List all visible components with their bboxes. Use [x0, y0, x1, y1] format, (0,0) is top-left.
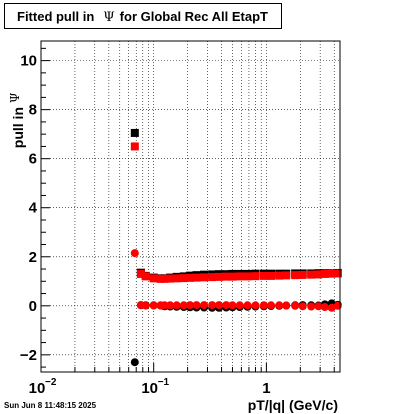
- data-point-circle: [172, 301, 181, 310]
- data-point-square: [275, 271, 284, 280]
- data-point-square: [130, 142, 139, 151]
- data-point-circle: [130, 249, 139, 258]
- data-point-circle: [160, 301, 169, 310]
- data-point-square: [298, 270, 307, 279]
- data-point-square: [228, 272, 237, 281]
- grid-lines: [40, 41, 340, 372]
- data-point-circle: [275, 301, 284, 310]
- x-axis-title: pT/|q| (GeV/c): [248, 397, 338, 413]
- timestamp: Sun Jun 8 11:48:15 2025: [4, 401, 97, 410]
- x-tick-label: 10: [29, 380, 46, 397]
- chart-title-psi-symbol: Ψ: [103, 10, 115, 25]
- x-tick-label: 10: [141, 380, 158, 397]
- y-tick-label: 0: [29, 298, 37, 315]
- chart-title-prefix: Fitted pull in: [17, 9, 95, 24]
- data-point-square: [208, 273, 217, 282]
- y-tick-label: −2: [20, 347, 37, 364]
- data-point-circle: [307, 302, 316, 311]
- data-point-square: [333, 269, 342, 278]
- data-point-square: [251, 272, 260, 281]
- data-point-circle: [314, 302, 323, 311]
- data-point-square: [282, 271, 291, 280]
- data-point-circle: [192, 301, 201, 310]
- y-tick-label: 10: [20, 53, 37, 70]
- data-point-square: [327, 269, 336, 278]
- data-point-square: [166, 274, 175, 283]
- data-point-circle: [141, 301, 150, 310]
- data-point-circle: [243, 301, 252, 310]
- data-point-square: [172, 274, 181, 283]
- data-point-circle: [235, 301, 244, 310]
- data-point-square: [156, 274, 165, 283]
- x-tick-label: 1: [262, 380, 270, 397]
- plot-border: [40, 40, 341, 373]
- data-point-square: [186, 273, 195, 282]
- data-point-square: [243, 272, 252, 281]
- data-point-circle: [149, 301, 158, 310]
- data-point-square: [149, 274, 158, 283]
- data-point-square: [235, 272, 244, 281]
- data-markers: [130, 128, 342, 367]
- data-point-square: [320, 269, 329, 278]
- x-tick-label-exponent: −2: [45, 377, 57, 388]
- data-point-circle: [222, 301, 231, 310]
- data-point-circle: [282, 301, 291, 310]
- data-point-circle: [259, 301, 268, 310]
- data-point-square: [136, 269, 145, 278]
- y-axis-title: pull in Ψ: [8, 92, 26, 148]
- data-point-square: [215, 272, 224, 281]
- plot-frame: [41, 41, 340, 372]
- data-point-square: [160, 274, 169, 283]
- data-point-circle: [179, 301, 188, 310]
- data-point-circle: [320, 303, 329, 312]
- data-point-circle: [208, 301, 217, 310]
- y-tick-label: 8: [29, 102, 37, 119]
- data-point-circle: [267, 301, 276, 310]
- data-point-circle: [251, 301, 260, 310]
- data-point-square: [314, 270, 323, 279]
- data-point-square: [267, 271, 276, 280]
- data-point-circle: [291, 301, 300, 310]
- y-tick-label: 6: [29, 151, 37, 168]
- data-point-circle: [215, 301, 224, 310]
- data-point-circle: [333, 301, 342, 310]
- data-point-square: [222, 272, 231, 281]
- data-point-circle: [186, 301, 195, 310]
- data-point-square: [259, 271, 268, 280]
- data-point-square: [200, 273, 209, 282]
- data-point-circle: [327, 303, 336, 312]
- data-point-circle: [228, 301, 237, 310]
- y-axis-title-text: pull in: [10, 107, 26, 148]
- chart-title-suffix: for Global Rec All EtapT: [119, 9, 268, 24]
- data-point-square: [179, 274, 188, 283]
- y-axis-title-psi: Ψ: [8, 92, 22, 103]
- y-tick-label: 4: [29, 200, 38, 217]
- axis-ticks: [40, 47, 335, 372]
- data-point-circle: [166, 301, 175, 310]
- data-point-square: [291, 271, 300, 280]
- data-point-square: [130, 128, 139, 137]
- data-point-circle: [298, 302, 307, 311]
- x-tick-label-exponent: −1: [158, 377, 170, 388]
- data-point-square: [141, 272, 150, 281]
- data-point-square: [192, 273, 201, 282]
- y-tick-label: 2: [29, 249, 37, 266]
- data-point-circle: [200, 301, 209, 310]
- data-point-circle: [130, 358, 139, 367]
- data-point-square: [307, 270, 316, 279]
